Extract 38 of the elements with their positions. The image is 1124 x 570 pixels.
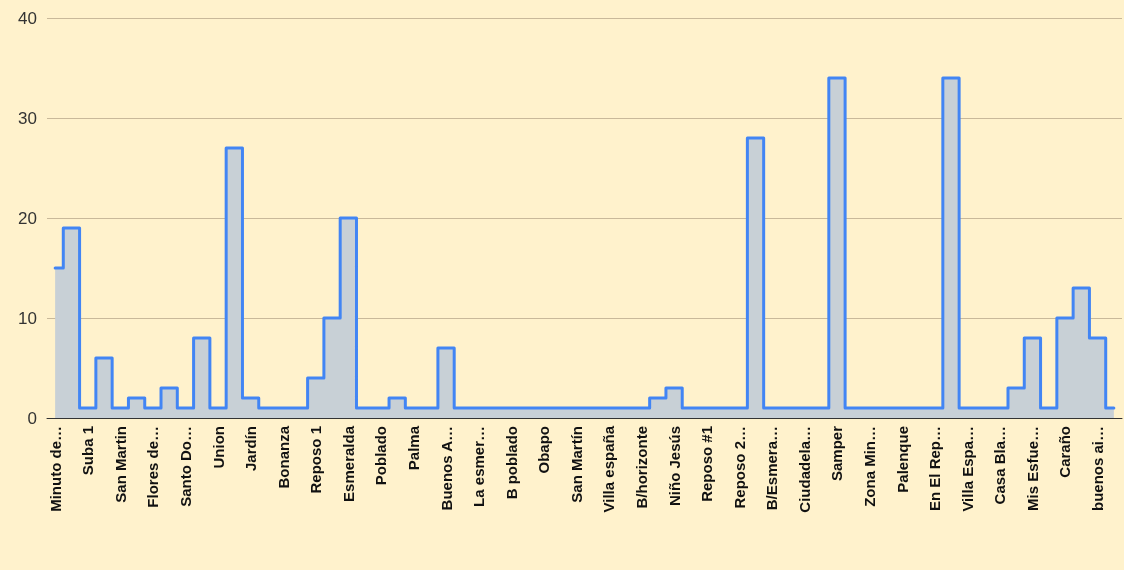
x-tick-label: Mis Esfue… [1023,426,1041,512]
x-tick-label: Buenos A… [437,426,455,511]
x-tick-label: Suba 1 [79,426,97,476]
y-tick-label: 10 [18,308,37,328]
x-tick-label: B/horizonte [633,426,651,509]
x-tick-label: Flores de… [144,426,162,508]
x-tick-label: B/Esmera… [763,426,781,511]
x-tick-label: Villa españa [600,425,618,513]
y-tick-label: 20 [18,208,37,228]
x-tick-label: San Martín [567,426,585,503]
x-tick-label: buenos ai… [1089,426,1107,512]
x-tick-label: Union [209,426,227,469]
x-tick-label: Niño Jesús [665,426,683,507]
x-tick-label: Palenque [893,426,911,493]
x-tick-label: Villa Espa… [958,426,976,512]
x-tick-label: Casa Bla… [991,426,1009,505]
x-tick-label: Caraño [1056,426,1074,478]
y-tick-label: 0 [27,408,37,428]
x-tick-label: Zona Min… [861,426,879,507]
x-tick-label: Palma [404,425,422,471]
y-tick-label: 40 [18,8,37,28]
x-tick-label: San Martin [111,426,129,503]
x-tick-label: Esmeralda [339,425,357,502]
y-tick-label: 30 [18,108,37,128]
x-tick-label: Poblado [372,426,390,486]
x-tick-label: En El Rep… [926,426,944,512]
x-tick-label: Santo Do… [176,426,194,507]
x-tick-label: Reposo 1 [307,426,325,494]
x-tick-label: Bonanza [274,425,292,489]
x-tick-label: La esmer… [470,426,488,507]
x-tick-label: B poblado [502,426,520,500]
x-tick-label: Reposo #1 [698,426,716,502]
x-tick-label: Minuto de… [46,426,64,512]
x-tick-label: Ciudadela… [795,426,813,513]
x-tick-label: Jardín [242,426,260,472]
x-tick-label: Reposo 2… [730,426,748,509]
x-tick-label: Samper [828,425,846,482]
x-tick-label: Obapo [535,426,553,474]
